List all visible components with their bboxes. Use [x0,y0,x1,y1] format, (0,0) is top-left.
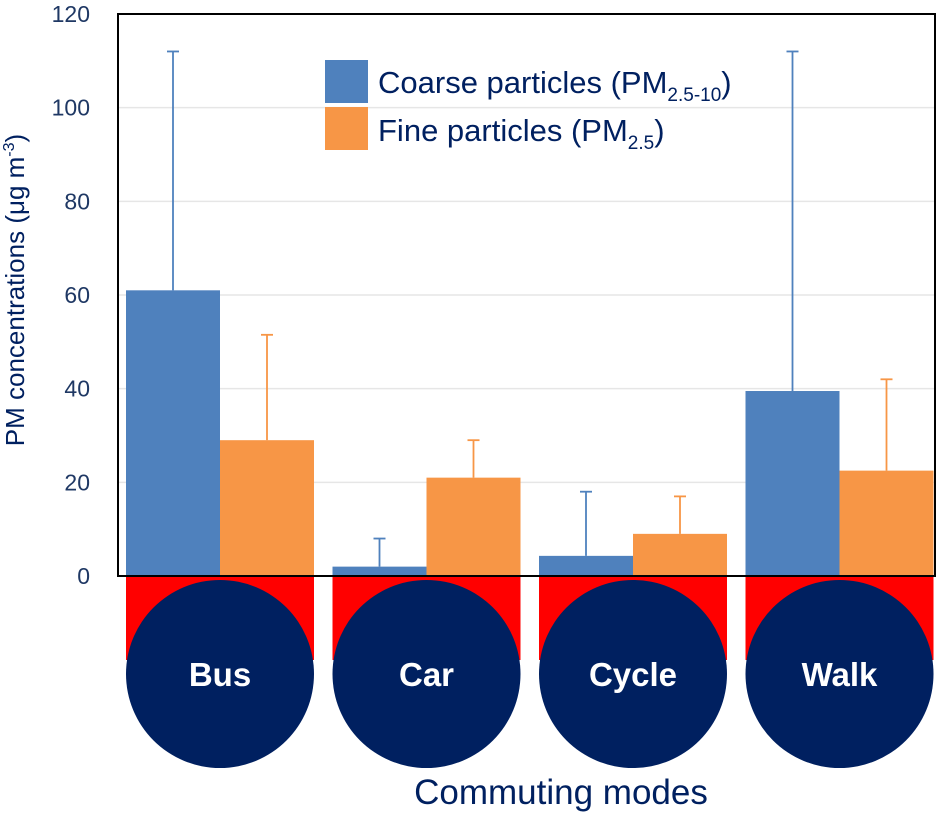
category-label: Cycle [589,656,677,693]
legend-label-fine-tail: ) [654,113,664,148]
category-circle [539,580,727,768]
y-tick-label: 120 [52,1,90,27]
bar [539,555,633,576]
legend-label-fine: Fine particles (PM2.5) [378,113,665,154]
bar [332,566,427,576]
category-circles: Bus Car Cycle Walk [126,580,934,768]
y-tick-label: 20 [64,469,90,495]
legend-label-coarse-main: Coarse particles (PM [378,65,667,100]
y-tick-label: 80 [64,188,90,214]
category-label: Bus [189,656,251,693]
y-tick-label: 0 [77,563,90,589]
y-axis-label-superscript: -3 [1,142,18,156]
legend-label-coarse-tail: ) [721,65,731,100]
x-axis-label: Commuting modes [414,773,708,812]
legend-label-fine-main: Fine particles (PM [378,113,628,148]
category-label: Walk [802,656,878,693]
category-circle [745,580,934,768]
y-axis-label: PM concentrations (μg m-3) [0,134,30,446]
bar [633,533,727,576]
category-circle [126,580,314,768]
y-tick-label: 100 [52,95,90,121]
bar [745,391,840,576]
axes [117,13,936,577]
legend-swatch-fine [325,107,368,150]
legend-label-coarse-subscript: 2.5-10 [667,85,721,106]
bar-layer [126,290,934,576]
category-circle [332,580,521,768]
y-tick-label: 40 [64,376,90,402]
y-tick-label: 60 [64,282,90,308]
y-axis-label-main: PM concentrations (μg m [0,157,30,447]
error-bar-layer [167,50,893,567]
bar [426,477,521,576]
legend: Coarse particles (PM2.5-10) Fine particl… [325,60,732,154]
bar [220,440,314,576]
bar [126,290,220,576]
legend-label-fine-subscript: 2.5 [628,133,654,154]
y-tick-labels: 0 20 40 60 80 100 120 [52,1,90,589]
bar [839,470,934,576]
legend-label-coarse: Coarse particles (PM2.5-10) [378,65,732,106]
plot-frame [117,13,936,577]
category-label: Car [399,656,454,693]
y-axis-label-tail: ) [0,134,30,143]
legend-swatch-coarse [325,60,368,103]
